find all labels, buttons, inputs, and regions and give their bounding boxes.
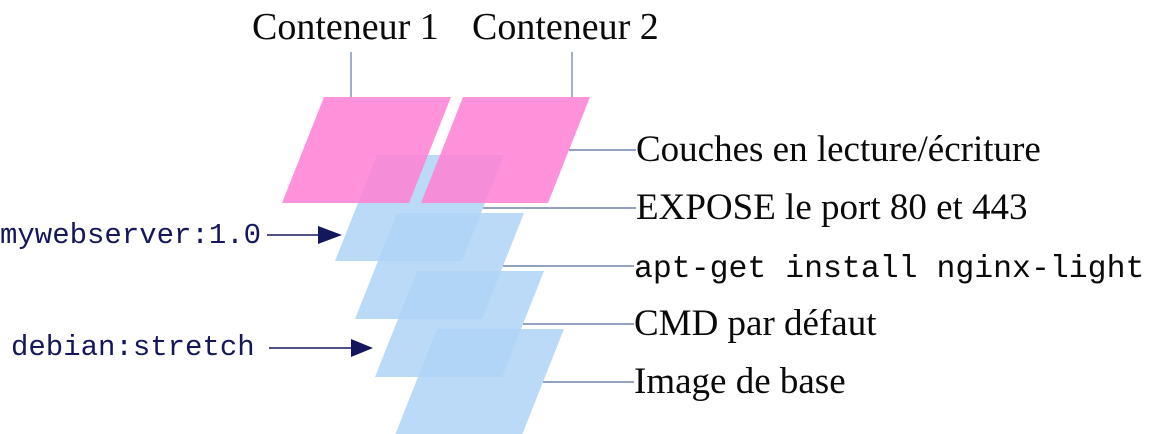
svg-text:debian:stretch: debian:stretch — [11, 331, 255, 364]
svg-text:Conteneur 1: Conteneur 1 — [252, 6, 439, 48]
svg-text:Couches en lecture/écriture: Couches en lecture/écriture — [636, 129, 1041, 170]
svg-text:Image de base: Image de base — [634, 361, 846, 402]
svg-text:EXPOSE le port 80 et 443: EXPOSE le port 80 et 443 — [636, 187, 1028, 228]
svg-text:Conteneur 2: Conteneur 2 — [472, 6, 659, 48]
svg-text:mywebserver:1.0: mywebserver:1.0 — [0, 219, 261, 252]
svg-text:apt-get install nginx-light: apt-get install nginx-light — [634, 252, 1144, 287]
svg-text:CMD par défaut: CMD par défaut — [634, 303, 877, 344]
